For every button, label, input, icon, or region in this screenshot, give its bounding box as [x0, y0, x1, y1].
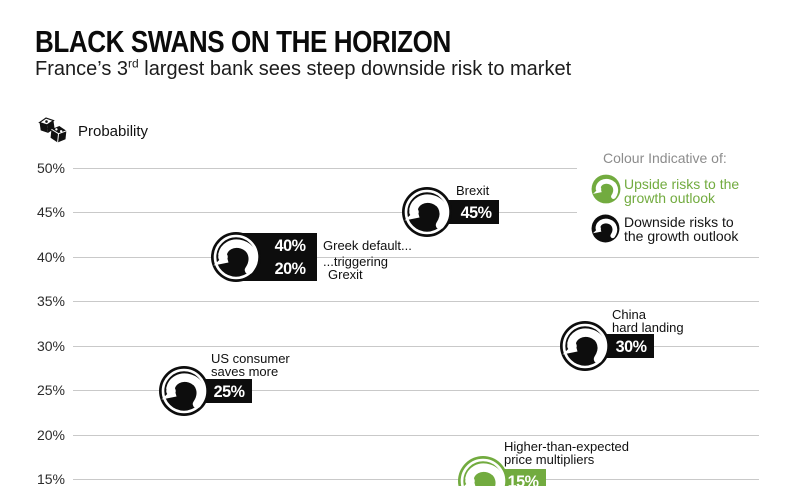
- y-axis-title: Probability: [78, 122, 149, 140]
- subtitle-text-cont: largest bank sees steep downside risk to…: [138, 58, 572, 80]
- legend-downside-line1: Downside risks to: [624, 214, 734, 230]
- gridline-45: [73, 212, 577, 213]
- point-label-china-line1: China: [612, 307, 646, 322]
- subtitle-text: France’s 3: [35, 58, 129, 80]
- gridline-20: [73, 435, 759, 436]
- value-box-china: 30%: [602, 334, 654, 358]
- point-label-us-consumer-line2: saves more: [211, 364, 279, 379]
- page-title: BLACK SWANS ON THE HORIZON: [35, 24, 451, 59]
- gridline-35: [73, 301, 759, 302]
- value-us-consumer: 25%: [214, 381, 245, 401]
- value-china: 30%: [616, 336, 647, 356]
- value-box-price-multipliers: 15%: [496, 469, 546, 486]
- point-label-greek-default-line2: ...triggering: [323, 254, 389, 269]
- point-label-price-multipliers-line1: Higher-than-expected: [504, 439, 630, 454]
- value-box-brexit: 45%: [447, 200, 499, 224]
- gridline-30: [73, 346, 759, 347]
- gridline-15: [73, 479, 759, 480]
- ytick-15: 15%: [36, 471, 65, 486]
- black-swan-icon-greek-default: [210, 232, 261, 282]
- legend-upside-line1: Upside risks to the: [624, 176, 740, 192]
- legend-upside-label: Upside risks to the growth outlook: [624, 177, 739, 205]
- y-axis-header: Probability: [36, 114, 148, 148]
- point-label-us-consumer-line1: US consumer: [211, 351, 290, 366]
- ytick-30: 30%: [36, 338, 65, 354]
- gridline-25: [73, 390, 759, 391]
- gridline-40: [73, 257, 759, 258]
- value-price-multipliers: 15%: [508, 471, 539, 486]
- ytick-40: 40%: [36, 249, 65, 265]
- green-swan-icon-price-multipliers: [457, 456, 508, 486]
- legend-title: Colour Indicative of:: [603, 150, 727, 166]
- point-label-price-multipliers-line2: price multipliers: [504, 452, 595, 467]
- value-greek-default-20: 20%: [275, 259, 306, 278]
- black-swan-icon-china: [559, 321, 610, 371]
- page-subtitle: France’s 3rd largest bank sees steep dow…: [35, 56, 572, 81]
- ytick-25: 25%: [36, 382, 65, 398]
- dice-icon: [38, 117, 67, 143]
- value-box-us-consumer: 25%: [201, 379, 252, 403]
- black-swan-icon-brexit: [401, 187, 452, 237]
- legend-downside-label: Downside risks to the growth outlook: [624, 215, 738, 243]
- point-label-china-line2: hard landing: [612, 320, 684, 335]
- black-swan-icon-us-consumer: [158, 366, 209, 416]
- value-greek-default-40: 40%: [275, 236, 306, 255]
- point-label-greek-default-line3: Grexit: [328, 267, 363, 282]
- ytick-35: 35%: [36, 293, 65, 309]
- legend-downside-line2: the growth outlook: [624, 228, 739, 244]
- legend-upside-line2: growth outlook: [624, 190, 716, 206]
- subtitle-superscript: rd: [128, 56, 139, 71]
- point-label-brexit: Brexit: [456, 183, 490, 198]
- point-label-greek-default-line1: Greek default...: [323, 238, 412, 253]
- ytick-45: 45%: [36, 204, 65, 220]
- downside-swan-icon: [591, 214, 620, 243]
- gridline-50: [73, 168, 577, 169]
- value-brexit: 45%: [461, 202, 492, 222]
- ytick-50: 50%: [36, 160, 65, 176]
- ytick-20: 20%: [36, 427, 65, 443]
- upside-swan-icon: [591, 174, 621, 204]
